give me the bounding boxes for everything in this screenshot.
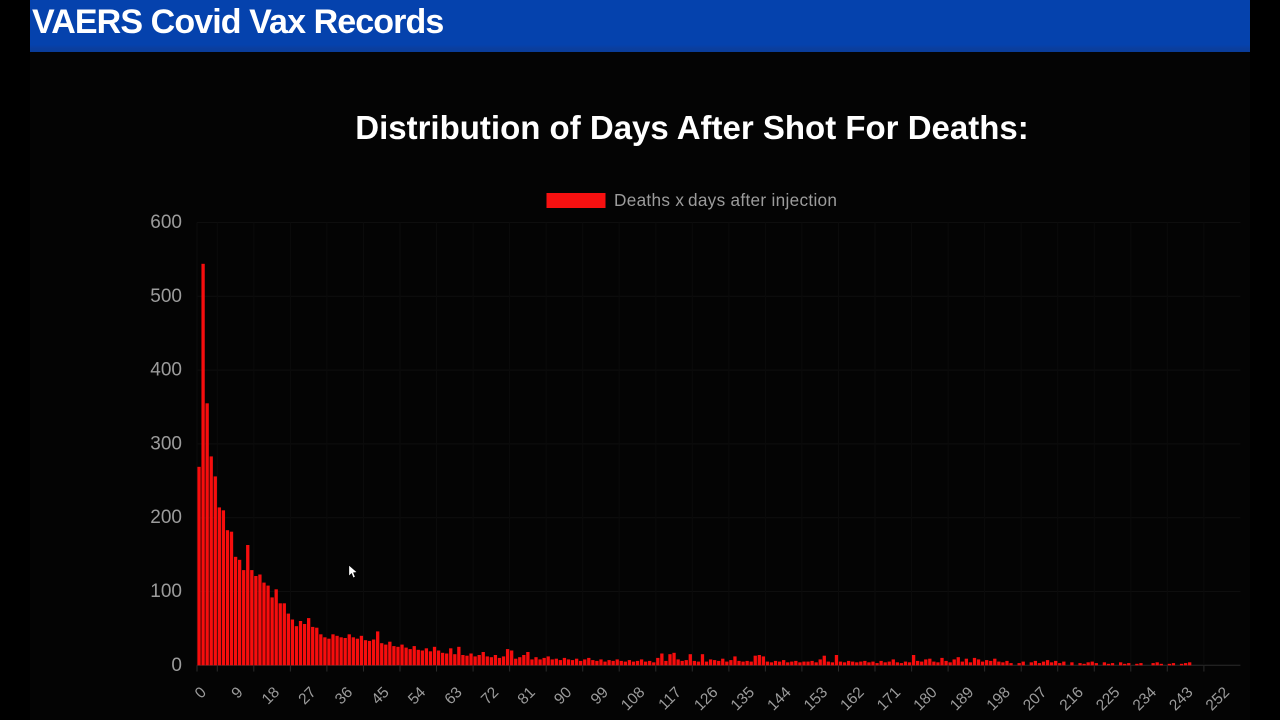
- svg-text:0: 0: [171, 655, 182, 676]
- svg-text:600: 600: [150, 212, 182, 233]
- svg-text:200: 200: [150, 507, 182, 528]
- svg-text:300: 300: [150, 433, 182, 454]
- svg-text:Deaths x days after injection: Deaths x days after injection: [614, 190, 837, 210]
- svg-text:100: 100: [150, 581, 182, 602]
- svg-text:Distribution of Days After Sho: Distribution of Days After Shot For Deat…: [355, 109, 1028, 146]
- svg-text:VAERS Covid Vax Records: VAERS Covid Vax Records: [32, 3, 443, 41]
- svg-text:400: 400: [150, 360, 182, 381]
- svg-text:500: 500: [150, 286, 182, 307]
